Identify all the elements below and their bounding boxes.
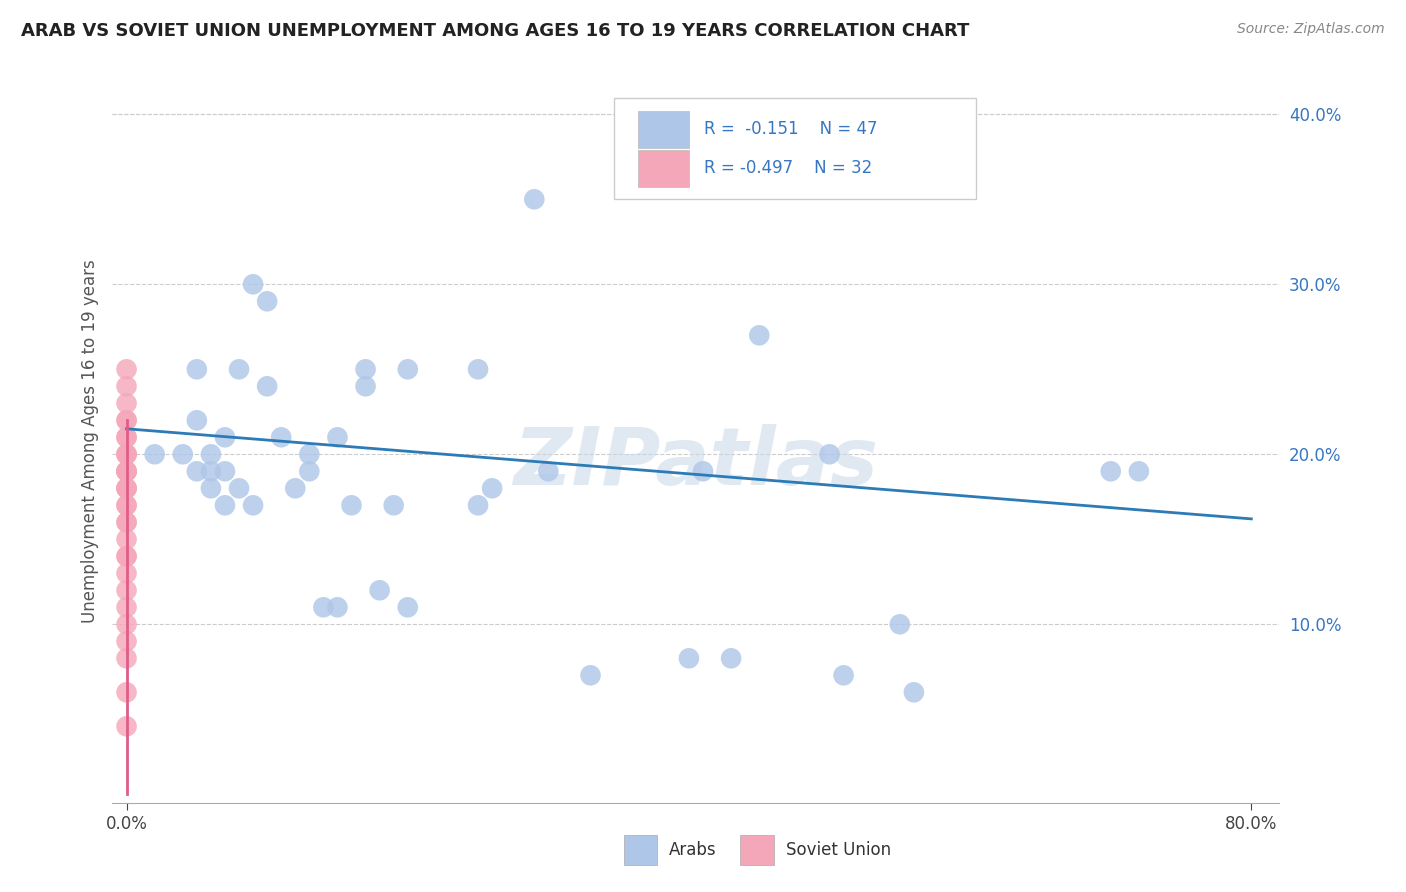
Point	[115, 617, 138, 632]
FancyBboxPatch shape	[614, 98, 976, 200]
Point	[186, 362, 208, 376]
Point	[298, 464, 321, 478]
Point	[115, 430, 138, 444]
Point	[312, 600, 335, 615]
Point	[368, 583, 391, 598]
Point	[354, 379, 377, 393]
Point	[467, 362, 489, 376]
Point	[692, 464, 714, 478]
Point	[115, 516, 138, 530]
Text: ZIPatlas: ZIPatlas	[513, 425, 879, 502]
Point	[214, 498, 236, 512]
Point	[818, 447, 841, 461]
Point	[903, 685, 925, 699]
Point	[115, 583, 138, 598]
Point	[326, 430, 349, 444]
Point	[481, 481, 503, 495]
Point	[115, 498, 138, 512]
Point	[115, 549, 138, 564]
Point	[115, 719, 138, 733]
Point	[832, 668, 855, 682]
Point	[115, 481, 138, 495]
Point	[115, 447, 138, 461]
Point	[115, 600, 138, 615]
Point	[115, 566, 138, 581]
Point	[748, 328, 770, 343]
Point	[172, 447, 194, 461]
Point	[242, 498, 264, 512]
Point	[115, 685, 138, 699]
Point	[579, 668, 602, 682]
Point	[115, 413, 138, 427]
Text: R = -0.497    N = 32: R = -0.497 N = 32	[704, 160, 872, 178]
Point	[382, 498, 405, 512]
Point	[115, 549, 138, 564]
FancyBboxPatch shape	[624, 835, 658, 865]
Point	[298, 447, 321, 461]
Point	[186, 413, 208, 427]
Point	[200, 464, 222, 478]
Point	[115, 430, 138, 444]
Point	[228, 362, 250, 376]
Point	[115, 516, 138, 530]
Point	[284, 481, 307, 495]
Point	[115, 481, 138, 495]
Point	[270, 430, 292, 444]
Point	[340, 498, 363, 512]
Point	[186, 464, 208, 478]
Point	[115, 498, 138, 512]
Point	[115, 362, 138, 376]
Point	[326, 600, 349, 615]
Y-axis label: Unemployment Among Ages 16 to 19 years: Unemployment Among Ages 16 to 19 years	[80, 260, 98, 624]
FancyBboxPatch shape	[638, 150, 689, 186]
Point	[523, 192, 546, 206]
Point	[1128, 464, 1150, 478]
Point	[115, 464, 138, 478]
Point	[115, 447, 138, 461]
Point	[200, 481, 222, 495]
Point	[678, 651, 700, 665]
Point	[115, 651, 138, 665]
Point	[354, 362, 377, 376]
FancyBboxPatch shape	[638, 111, 689, 148]
Point	[214, 430, 236, 444]
Point	[396, 600, 419, 615]
Point	[115, 379, 138, 393]
Text: ARAB VS SOVIET UNION UNEMPLOYMENT AMONG AGES 16 TO 19 YEARS CORRELATION CHART: ARAB VS SOVIET UNION UNEMPLOYMENT AMONG …	[21, 22, 970, 40]
Point	[115, 481, 138, 495]
Point	[115, 447, 138, 461]
Point	[228, 481, 250, 495]
Text: Soviet Union: Soviet Union	[786, 841, 891, 859]
Point	[1099, 464, 1122, 478]
Point	[115, 634, 138, 648]
FancyBboxPatch shape	[741, 835, 775, 865]
Text: Arabs: Arabs	[669, 841, 717, 859]
Point	[396, 362, 419, 376]
Point	[115, 464, 138, 478]
Point	[242, 277, 264, 292]
Point	[889, 617, 911, 632]
Point	[143, 447, 166, 461]
Point	[537, 464, 560, 478]
Point	[256, 294, 278, 309]
Point	[115, 413, 138, 427]
Point	[467, 498, 489, 512]
Point	[115, 533, 138, 547]
Point	[720, 651, 742, 665]
Point	[115, 464, 138, 478]
Text: R =  -0.151    N = 47: R = -0.151 N = 47	[704, 120, 877, 138]
Text: Source: ZipAtlas.com: Source: ZipAtlas.com	[1237, 22, 1385, 37]
Point	[115, 396, 138, 410]
Point	[115, 464, 138, 478]
Point	[200, 447, 222, 461]
Point	[214, 464, 236, 478]
Point	[256, 379, 278, 393]
